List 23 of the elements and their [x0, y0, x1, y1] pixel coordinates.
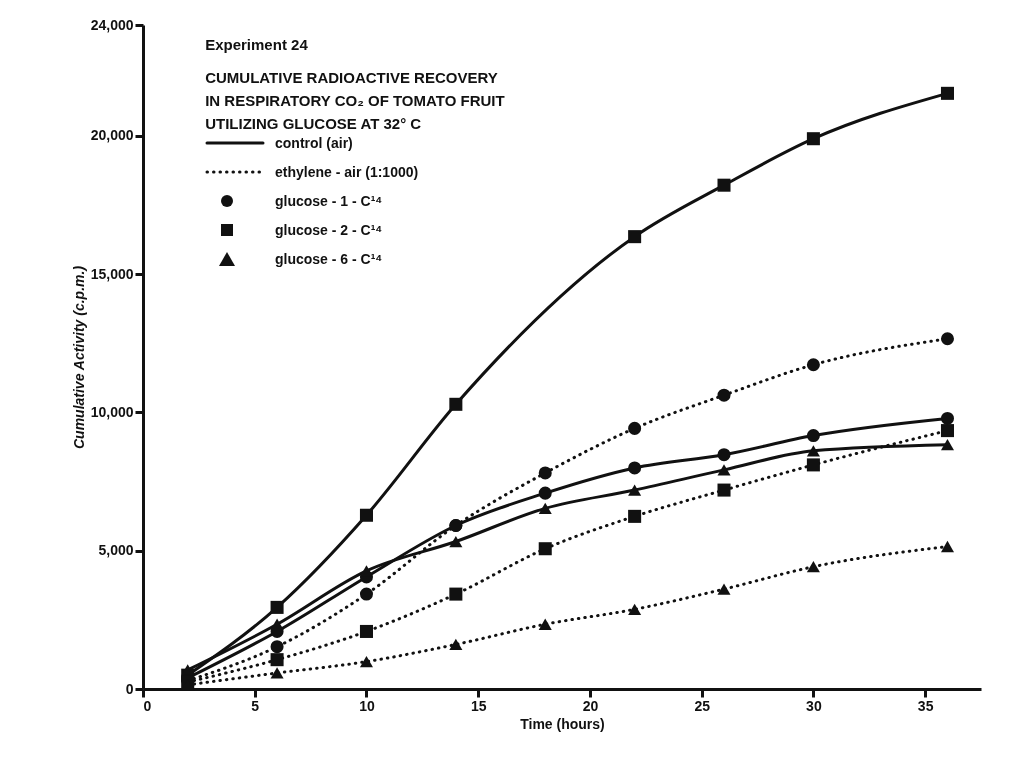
annotation: glucose - 1 - C¹⁴: [275, 192, 383, 209]
y-tick-label: 5,000: [98, 542, 134, 559]
x-tick-label: 10: [359, 697, 375, 714]
x-tick-label: 25: [694, 697, 711, 714]
y-tick-label: 0: [125, 680, 134, 697]
x-tick-label: 30: [806, 697, 822, 714]
y-axis-title: Cumulative Activity (c.p.m.): [70, 265, 87, 450]
annotation: glucose - 6 - C¹⁴: [275, 250, 383, 267]
y-tick-label: 10,000: [90, 403, 134, 420]
x-tick-label: 0: [143, 697, 152, 714]
text: CUMULATIVE RADIOACTIVE RECOVERY IN RESPIRATORY CO₂ OF TOMATO FRUIT UTILIZING GLUCOSE AT 32° C: [205, 69, 505, 132]
annotation: ethylene - air (1:1000): [275, 163, 419, 180]
x-axis-title: Time (hours): [520, 715, 605, 732]
x-tick-label: 15: [470, 697, 487, 714]
x-tick-label: 35: [917, 697, 934, 714]
text: Experiment 24: [205, 36, 309, 53]
annotation: control (air): [275, 134, 353, 151]
annotation: glucose - 2 - C¹⁴: [275, 221, 383, 238]
y-tick-label: 24,000: [90, 16, 134, 33]
y-tick-label: 20,000: [90, 127, 134, 144]
x-tick-label: 20: [582, 697, 599, 714]
y-tick-label: 15,000: [90, 265, 134, 282]
x-tick-label: 5: [251, 697, 260, 714]
